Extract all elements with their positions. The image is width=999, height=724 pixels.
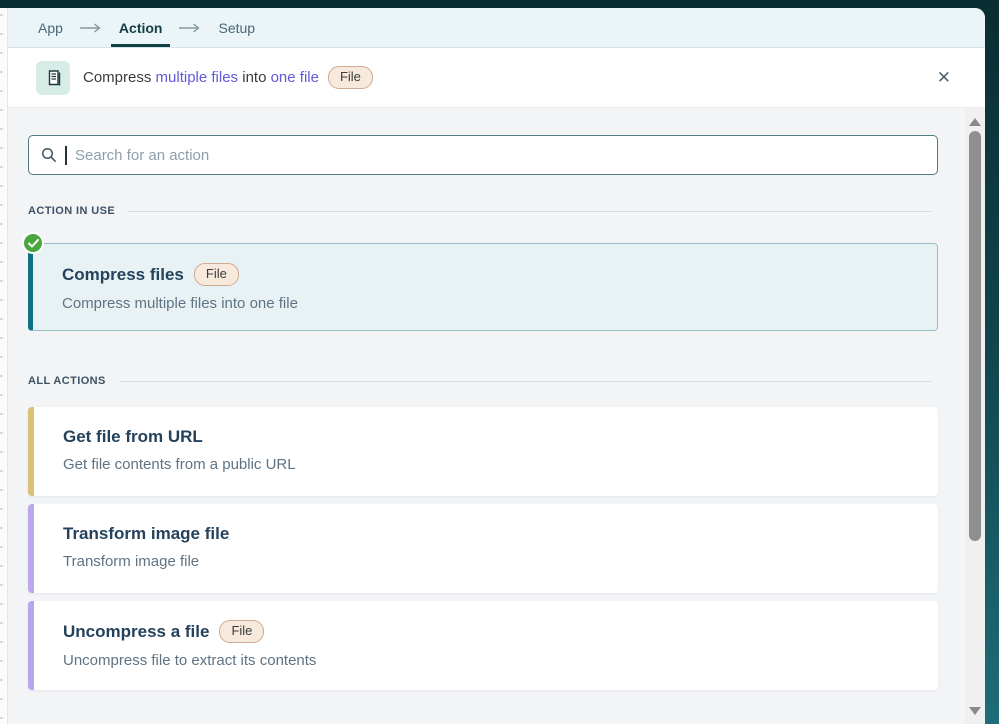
card-title: Compress files (62, 265, 184, 284)
close-icon[interactable]: ✕ (936, 68, 951, 87)
summary-link-multiple-files[interactable]: multiple files (155, 69, 239, 86)
arrow-right-icon (71, 8, 111, 47)
action-card-uncompress-a-file[interactable]: Uncompress a file File Uncompress file t… (28, 601, 938, 690)
action-search-box[interactable] (28, 135, 938, 175)
file-type-badge: File (327, 66, 373, 89)
triangle-up-icon[interactable] (969, 118, 981, 126)
section-header-action-in-use: ACTION IN USE (28, 205, 938, 217)
file-type-badge: File (219, 620, 265, 643)
card-description: Get file contents from a public URL (63, 456, 296, 473)
action-select-dialog: App Action Setup Compress multiple files… (8, 8, 985, 724)
breadcrumb-step-app[interactable]: App (38, 19, 63, 36)
summary-text: into (238, 69, 271, 86)
section-label: ACTION IN USE (28, 205, 116, 217)
action-card-get-file-from-url[interactable]: Get file from URL Get file contents from… (28, 407, 938, 496)
summary-text: Compress (83, 69, 156, 86)
card-title: Transform image file (63, 524, 230, 543)
scrollbar-thumb[interactable] (969, 131, 981, 541)
card-title: Get file from URL (63, 427, 203, 446)
search-icon (41, 147, 57, 163)
card-description: Transform image file (63, 553, 200, 570)
vertical-scrollbar[interactable] (965, 108, 985, 724)
text-cursor (65, 145, 67, 165)
action-list-panel: ACTION IN USE Compress files File Compre… (8, 108, 985, 724)
section-divider (128, 210, 932, 212)
card-title: Uncompress a file (63, 622, 210, 641)
action-card-transform-image-file[interactable]: Transform image file Transform image fil… (28, 504, 938, 593)
breadcrumb-step-setup[interactable]: Setup (218, 19, 256, 36)
file-type-badge: File (193, 263, 239, 286)
check-circle-icon (22, 232, 44, 254)
breadcrumb-step-action[interactable]: Action (110, 8, 171, 47)
search-input[interactable] (75, 146, 925, 164)
dialog-header: Compress multiple files into one file Fi… (8, 48, 985, 108)
editor-canvas-edge (0, 8, 8, 724)
card-description: Compress multiple files into one file (62, 295, 298, 312)
arrow-right-icon (170, 8, 210, 47)
breadcrumb: App Action Setup (8, 8, 985, 48)
section-header-all-actions: ALL ACTIONS (28, 375, 938, 387)
summary-link-one-file[interactable]: one file (270, 69, 319, 86)
action-summary: Compress multiple files into one file Fi… (83, 66, 373, 89)
card-description: Uncompress file to extract its contents (63, 652, 317, 669)
document-icon (36, 60, 70, 95)
section-label: ALL ACTIONS (28, 375, 106, 387)
section-divider (118, 380, 932, 382)
action-card-compress-files[interactable]: Compress files File Compress multiple fi… (22, 232, 938, 331)
triangle-down-icon[interactable] (969, 707, 981, 715)
